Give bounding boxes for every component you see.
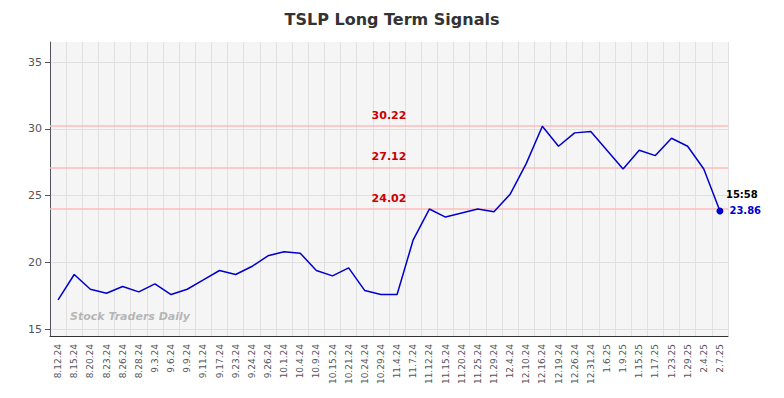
svg-text:8.23.24: 8.23.24 — [102, 344, 112, 379]
svg-text:10.4.24: 10.4.24 — [295, 344, 305, 379]
svg-text:27.12: 27.12 — [372, 150, 407, 163]
svg-text:12.31.24: 12.31.24 — [586, 344, 596, 384]
svg-text:9.23.24: 9.23.24 — [231, 344, 241, 379]
svg-text:10.21.24: 10.21.24 — [344, 344, 354, 384]
svg-text:8.26.24: 8.26.24 — [118, 344, 128, 379]
svg-text:25: 25 — [28, 189, 42, 202]
svg-text:10.29.24: 10.29.24 — [376, 344, 386, 384]
svg-text:9.6.24: 9.6.24 — [166, 344, 176, 373]
svg-text:8.15.24: 8.15.24 — [69, 344, 79, 379]
svg-text:8.28.24: 8.28.24 — [134, 344, 144, 379]
svg-text:12.16.24: 12.16.24 — [537, 344, 547, 384]
svg-text:20: 20 — [28, 256, 42, 269]
svg-text:12.19.24: 12.19.24 — [554, 344, 564, 384]
svg-text:Stock Traders Daily: Stock Traders Daily — [70, 310, 191, 323]
svg-text:24.02: 24.02 — [372, 192, 407, 205]
svg-text:35: 35 — [28, 56, 42, 69]
svg-text:15:58: 15:58 — [726, 189, 758, 200]
svg-text:9.24.24: 9.24.24 — [247, 344, 257, 379]
svg-text:11.12.24: 11.12.24 — [424, 344, 434, 384]
svg-text:11.7.24: 11.7.24 — [408, 344, 418, 379]
svg-text:11.29.24: 11.29.24 — [489, 344, 499, 384]
svg-text:TSLP Long Term Signals: TSLP Long Term Signals — [285, 10, 500, 29]
svg-text:12.10.24: 12.10.24 — [521, 344, 531, 384]
svg-text:1.23.25: 1.23.25 — [667, 344, 677, 378]
svg-text:30.22: 30.22 — [372, 109, 407, 122]
svg-text:12.4.24: 12.4.24 — [505, 344, 515, 379]
svg-text:30: 30 — [28, 122, 42, 135]
svg-text:12.26.24: 12.26.24 — [570, 344, 580, 384]
svg-text:11.4.24: 11.4.24 — [392, 344, 402, 379]
svg-text:9.26.24: 9.26.24 — [263, 344, 273, 379]
svg-text:2.7.25: 2.7.25 — [715, 344, 725, 373]
svg-text:9.3.24: 9.3.24 — [150, 344, 160, 373]
svg-text:1.9.25: 1.9.25 — [618, 344, 628, 373]
svg-text:9.9.24: 9.9.24 — [182, 344, 192, 373]
svg-text:9.17.24: 9.17.24 — [215, 344, 225, 379]
svg-text:9.11.24: 9.11.24 — [198, 344, 208, 379]
svg-text:8.20.24: 8.20.24 — [85, 344, 95, 379]
svg-text:1.29.25: 1.29.25 — [683, 344, 693, 378]
svg-text:11.15.24: 11.15.24 — [441, 344, 451, 384]
svg-text:23.86: 23.86 — [729, 205, 761, 216]
svg-text:11.20.24: 11.20.24 — [457, 344, 467, 384]
svg-text:1.17.25: 1.17.25 — [650, 344, 660, 378]
svg-text:2.4.25: 2.4.25 — [699, 344, 709, 373]
svg-text:8.12.24: 8.12.24 — [53, 344, 63, 379]
svg-text:10.24.24: 10.24.24 — [360, 344, 370, 384]
svg-text:11.25.24: 11.25.24 — [473, 344, 483, 384]
svg-text:10.9.24: 10.9.24 — [311, 344, 321, 379]
svg-text:15: 15 — [28, 323, 42, 336]
svg-text:1.6.25: 1.6.25 — [602, 344, 612, 373]
svg-text:1.15.25: 1.15.25 — [634, 344, 644, 378]
svg-text:10.1.24: 10.1.24 — [279, 344, 289, 379]
svg-text:10.15.24: 10.15.24 — [328, 344, 338, 384]
